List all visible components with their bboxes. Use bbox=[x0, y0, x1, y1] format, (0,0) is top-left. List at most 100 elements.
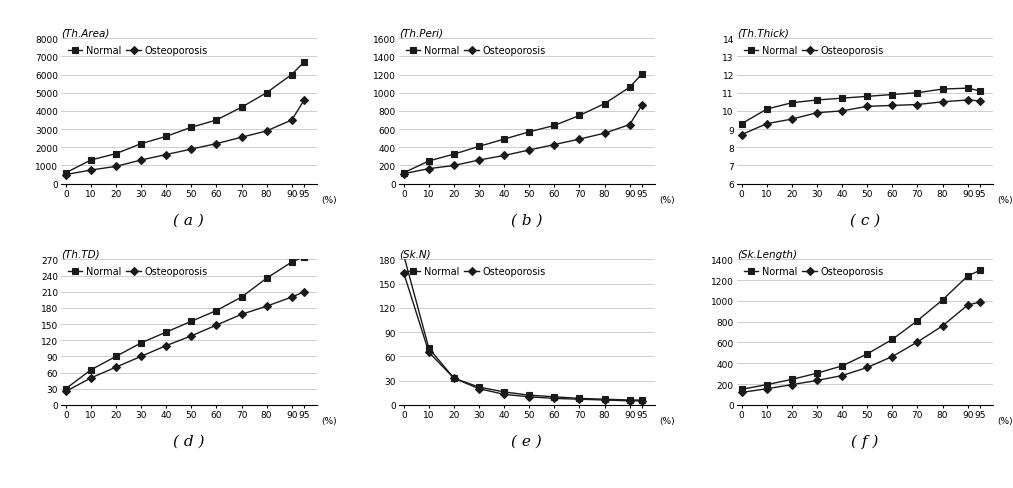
Text: (Th.Thick): (Th.Thick) bbox=[736, 28, 788, 38]
Osteoporosis bbox=[636, 102, 648, 108]
Normal bbox=[961, 86, 973, 92]
Line: Osteoporosis: Osteoporosis bbox=[401, 102, 645, 177]
Normal bbox=[473, 385, 485, 390]
Normal bbox=[298, 60, 310, 65]
Normal bbox=[160, 134, 172, 140]
Text: (%): (%) bbox=[997, 416, 1013, 425]
Normal bbox=[110, 151, 123, 157]
Normal bbox=[886, 337, 899, 343]
Osteoporosis bbox=[861, 104, 873, 110]
Osteoporosis bbox=[523, 148, 535, 154]
Osteoporosis bbox=[786, 117, 798, 123]
Normal bbox=[498, 389, 511, 395]
Normal bbox=[861, 351, 873, 357]
Legend: Normal, Osteoporosis: Normal, Osteoporosis bbox=[742, 44, 886, 58]
Line: Osteoporosis: Osteoporosis bbox=[63, 98, 307, 178]
Normal bbox=[735, 386, 748, 392]
Osteoporosis bbox=[786, 382, 798, 388]
Osteoporosis bbox=[811, 111, 824, 117]
Osteoporosis bbox=[211, 323, 223, 328]
Line: Normal: Normal bbox=[738, 268, 983, 392]
Osteoporosis bbox=[422, 166, 435, 172]
Osteoporosis bbox=[398, 270, 410, 276]
Text: ( e ): ( e ) bbox=[512, 434, 542, 448]
Normal bbox=[286, 72, 298, 78]
Text: (%): (%) bbox=[658, 195, 675, 204]
Osteoporosis bbox=[548, 396, 560, 402]
Osteoporosis bbox=[599, 397, 611, 403]
Normal bbox=[185, 125, 198, 131]
Line: Normal: Normal bbox=[738, 86, 983, 127]
Osteoporosis bbox=[961, 303, 973, 308]
Text: ( f ): ( f ) bbox=[851, 434, 878, 448]
Normal bbox=[85, 367, 97, 373]
Text: (Sk.N): (Sk.N) bbox=[399, 249, 431, 259]
Normal bbox=[811, 370, 824, 376]
Legend: Normal, Osteoporosis: Normal, Osteoporosis bbox=[403, 264, 548, 279]
Normal bbox=[235, 105, 247, 111]
Osteoporosis bbox=[422, 350, 435, 356]
Legend: Normal, Osteoporosis: Normal, Osteoporosis bbox=[742, 264, 886, 279]
Osteoporosis bbox=[260, 129, 272, 135]
Normal bbox=[636, 397, 648, 403]
Line: Osteoporosis: Osteoporosis bbox=[738, 98, 983, 138]
Osteoporosis bbox=[861, 365, 873, 370]
Osteoporosis bbox=[836, 373, 848, 379]
Normal bbox=[836, 363, 848, 369]
Osteoporosis bbox=[548, 142, 560, 148]
Normal bbox=[473, 144, 485, 150]
Normal bbox=[398, 170, 410, 176]
Normal bbox=[523, 392, 535, 398]
Osteoporosis bbox=[298, 98, 310, 103]
Normal bbox=[160, 329, 172, 335]
Osteoporosis bbox=[498, 153, 511, 159]
Text: (%): (%) bbox=[321, 195, 336, 204]
Osteoporosis bbox=[160, 152, 172, 158]
Osteoporosis bbox=[761, 386, 773, 392]
Normal bbox=[624, 85, 636, 91]
Osteoporosis bbox=[761, 122, 773, 127]
Normal bbox=[636, 72, 648, 78]
Normal bbox=[211, 118, 223, 123]
Normal bbox=[298, 254, 310, 260]
Osteoporosis bbox=[448, 375, 460, 381]
Normal bbox=[548, 394, 560, 400]
Text: ( c ): ( c ) bbox=[850, 213, 880, 227]
Normal bbox=[422, 159, 435, 164]
Normal bbox=[422, 346, 435, 351]
Line: Normal: Normal bbox=[401, 253, 645, 403]
Osteoporosis bbox=[85, 375, 97, 381]
Osteoporosis bbox=[735, 132, 748, 138]
Normal bbox=[735, 122, 748, 127]
Normal bbox=[60, 386, 72, 392]
Osteoporosis bbox=[624, 122, 636, 128]
Legend: Normal, Osteoporosis: Normal, Osteoporosis bbox=[66, 44, 210, 58]
Text: (%): (%) bbox=[321, 416, 336, 425]
Osteoporosis bbox=[60, 172, 72, 178]
Normal bbox=[912, 91, 924, 97]
Line: Osteoporosis: Osteoporosis bbox=[401, 271, 645, 404]
Normal bbox=[211, 308, 223, 314]
Osteoporosis bbox=[235, 135, 247, 141]
Osteoporosis bbox=[473, 158, 485, 163]
Normal bbox=[761, 382, 773, 388]
Text: ( a ): ( a ) bbox=[173, 213, 205, 227]
Normal bbox=[786, 377, 798, 383]
Osteoporosis bbox=[975, 300, 987, 305]
Normal bbox=[260, 91, 272, 97]
Normal bbox=[498, 137, 511, 142]
Osteoporosis bbox=[811, 378, 824, 384]
Normal bbox=[599, 102, 611, 107]
Line: Osteoporosis: Osteoporosis bbox=[738, 300, 983, 395]
Normal bbox=[861, 94, 873, 100]
Osteoporosis bbox=[135, 354, 147, 360]
Osteoporosis bbox=[975, 99, 987, 104]
Normal bbox=[975, 268, 987, 274]
Osteoporosis bbox=[523, 394, 535, 400]
Osteoporosis bbox=[599, 131, 611, 137]
Osteoporosis bbox=[110, 164, 123, 170]
Normal bbox=[886, 92, 899, 98]
Normal bbox=[235, 295, 247, 301]
Osteoporosis bbox=[636, 398, 648, 404]
Text: ( b ): ( b ) bbox=[511, 213, 543, 227]
